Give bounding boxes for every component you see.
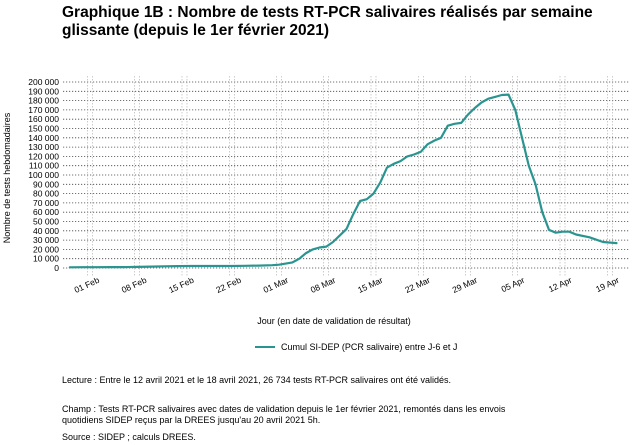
chart-title-line2: glissante (depuis le 1er février 2021) <box>62 22 330 39</box>
note-lecture: Lecture : Entre le 12 avril 2021 et le 1… <box>62 375 452 385</box>
y-tick-label: 100 000 <box>28 170 59 180</box>
y-tick-label: 200 000 <box>28 77 59 87</box>
y-tick-label: 20 000 <box>33 244 59 254</box>
x-tick-labels: 01 Feb 08 Feb 15 Feb 22 Feb 01 Mar 08 Mar 15 M… <box>73 275 621 295</box>
chart-title: Graphique 1B : Nombre de tests RT-PCR sa… <box>62 4 622 40</box>
x-tick-label: 19 Apr <box>594 275 621 295</box>
y-tick-label: 190 000 <box>28 86 59 96</box>
y-tick-label: 170 000 <box>28 105 59 115</box>
x-tick-label: 22 Feb <box>214 275 242 295</box>
y-tick-label: 130 000 <box>28 142 59 152</box>
note-champ: Champ : Tests RT-PCR salivaires avec dat… <box>62 404 622 426</box>
y-tick-label: 120 000 <box>28 151 59 161</box>
y-tick-label: 180 000 <box>28 96 59 106</box>
y-tick-label: 140 000 <box>28 133 59 143</box>
x-tick-label: 15 Mar <box>356 275 384 295</box>
series-line <box>68 93 618 269</box>
y-tick-label: 150 000 <box>28 124 59 134</box>
y-tick-label: 30 000 <box>33 235 59 245</box>
grid-lines <box>63 81 630 269</box>
x-tick-label: 12 Apr <box>547 275 574 295</box>
y-tick-label: 50 000 <box>33 217 59 227</box>
y-tick-label: 110 000 <box>29 161 59 171</box>
chart-title-line1: Graphique 1B : Nombre de tests RT-PCR sa… <box>62 4 593 21</box>
note-champ-line1: Champ : Tests RT-PCR salivaires avec dat… <box>62 404 506 414</box>
y-tick-label: 80 000 <box>33 189 59 199</box>
x-tick-label: 01 Mar <box>262 275 290 295</box>
y-tick-label: 160 000 <box>28 114 59 124</box>
x-tick-label: 08 Mar <box>309 275 337 295</box>
note-champ-line2: quotidiens SIDEP reçus par la DREES jusq… <box>62 415 321 425</box>
legend-label: Cumul SI-DEP (PCR salivaire) entre J-6 e… <box>281 342 458 352</box>
y-tick-label: 0 <box>54 263 59 273</box>
x-tick-label: 01 Feb <box>73 275 101 295</box>
x-tick-label: 15 Feb <box>167 275 195 295</box>
legend-swatch <box>255 345 275 349</box>
x-tick-label: 05 Apr <box>500 275 527 295</box>
y-tick-label: 60 000 <box>33 207 59 217</box>
y-tick-label: 10 000 <box>33 254 59 264</box>
note-source: Source : SIDEP ; calculs DREES. <box>62 432 196 442</box>
x-axis-title: Jour (en date de validation de résultat) <box>257 316 411 326</box>
legend: Cumul SI-DEP (PCR salivaire) entre J-6 e… <box>255 342 457 352</box>
x-tick-label: 08 Feb <box>120 275 148 295</box>
x-tick-label: 22 Mar <box>403 275 431 295</box>
y-tick-label: 70 000 <box>33 198 59 208</box>
vertical-date-lines <box>87 76 613 276</box>
y-axis-title: Nombre de tests hebdomadaires <box>2 112 12 243</box>
y-tick-label: 90 000 <box>33 179 59 189</box>
x-tick-label: 29 Mar <box>451 275 479 295</box>
y-tick-label: 40 000 <box>33 226 59 236</box>
